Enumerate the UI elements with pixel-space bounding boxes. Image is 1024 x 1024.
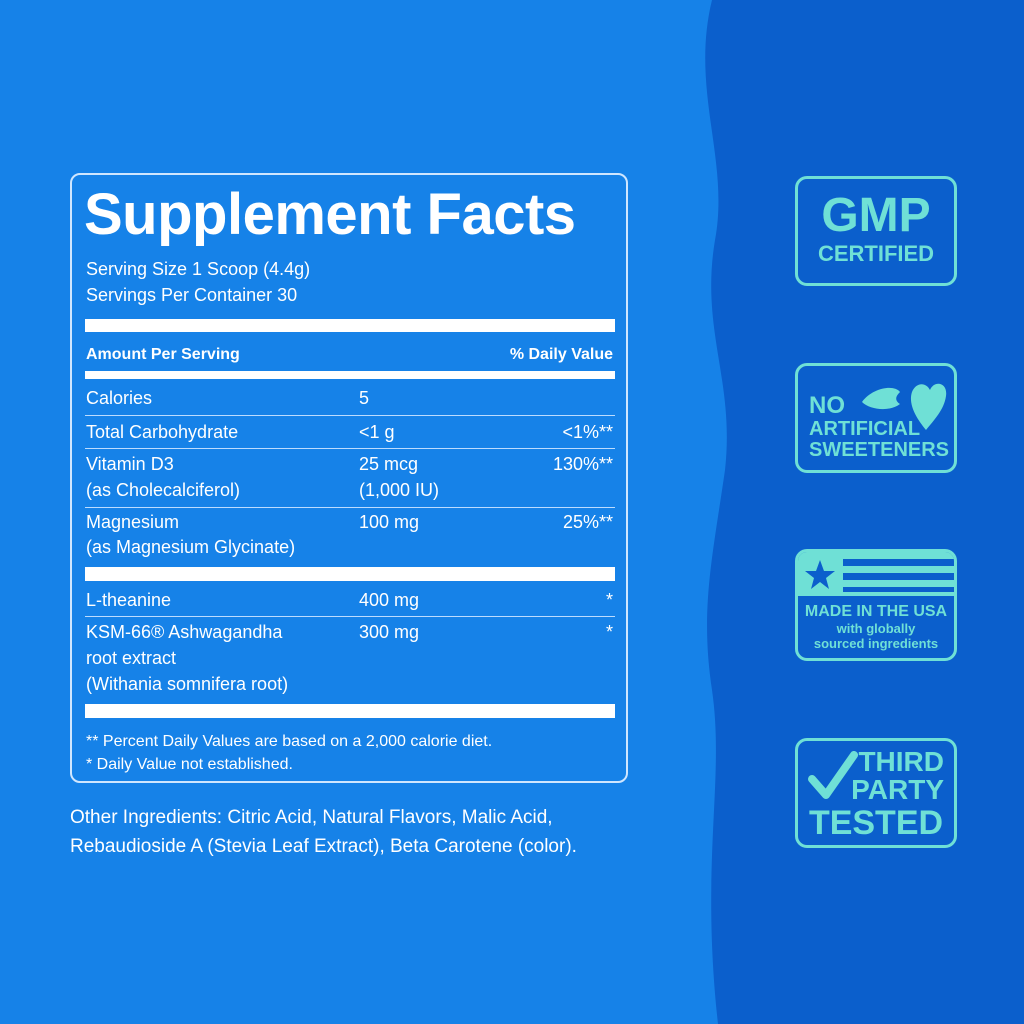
gmp-certified-badge: GMP CERTIFIED [795,176,957,286]
header-daily-value: % Daily Value [509,346,613,363]
checkmark-icon [808,751,858,799]
header-amount: Amount Per Serving [86,346,240,363]
nutrient-amount-iu: (1,000 IU) [359,480,440,500]
nutrient-name: L-theanine [86,590,172,610]
row-divider [85,415,615,416]
nutrient-source: (Withania somnifera root) [86,674,289,694]
nutrient-dv: <1%** [562,422,613,442]
badge-tested-text: TESTED [808,804,944,842]
nutrient-name: Magnesium [86,512,180,532]
nutrient-amount: 300 mg [359,622,420,642]
badge-globally-text: with globally [836,621,916,636]
row-divider [85,507,615,508]
third-party-tested-badge: THIRD PARTY TESTED [795,738,957,848]
divider-thick [85,567,615,581]
badge-third-text: THIRD [858,746,944,777]
nutrient-dv: * [605,590,613,610]
divider-thick [85,704,615,718]
badge-gmp-text: GMP [821,189,931,242]
nutrient-amount: 400 mg [359,590,420,610]
nutrient-name: Vitamin D3 [86,454,174,474]
footnote-daily-values: ** Percent Daily Values are based on a 2… [86,733,493,750]
nutrient-source: (as Cholecalciferol) [86,480,241,500]
nutrient-amount: 5 [359,388,370,408]
nutrient-name-line2: root extract [86,648,177,668]
nutrient-amount: <1 g [359,422,395,442]
nutrient-amount: 100 mg [359,512,420,532]
servings-per-container: Servings Per Container 30 [86,285,298,305]
nutrient-source: (as Magnesium Glycinate) [86,537,296,557]
other-ingredients-line2: Rebaudioside A (Stevia Leaf Extract), Be… [70,836,577,857]
nutrient-name: Calories [86,388,153,408]
badge-no-text: NO [809,392,845,419]
nutrient-dv: * [605,622,613,642]
nutrient-name: Total Carbohydrate [86,422,239,442]
other-ingredients-line1: Other Ingredients: Citric Acid, Natural … [70,807,553,828]
divider-medium [85,371,615,379]
badge-party-text: PARTY [851,774,944,805]
leaf-icon [862,383,947,430]
nutrient-amount: 25 mcg [359,454,419,474]
row-divider [85,616,615,617]
supplement-facts-panel: Supplement Facts Serving Size 1 Scoop (4… [70,173,628,783]
badge-sourced-text: sourced ingredients [813,636,939,651]
serving-size: Serving Size 1 Scoop (4.4g) [86,259,311,279]
no-artificial-sweeteners-badge: NO ARTIFICIAL SWEETENERS [795,363,957,473]
nutrient-dv: 130%** [552,454,613,474]
badge-artificial-text: ARTIFICIAL [809,418,921,440]
flag-icon [798,552,954,596]
badge-made-in-usa-text: MADE IN THE USA [804,603,948,620]
footnote-not-established: * Daily Value not established. [86,756,293,773]
badge-sweeteners-text: SWEETENERS [809,439,950,461]
wave-background-right [705,0,1024,1024]
divider-thick [85,319,615,332]
other-ingredients: Other Ingredients: Citric Acid, Natural … [70,803,577,861]
row-divider [85,448,615,449]
made-in-usa-badge: MADE IN THE USA with globally sourced in… [795,549,957,661]
nutrient-dv: 25%** [562,512,613,532]
nutrient-name: KSM-66® Ashwagandha [86,622,283,642]
facts-title: Supplement Facts [84,182,576,247]
badge-certified-text: CERTIFIED [817,241,935,266]
